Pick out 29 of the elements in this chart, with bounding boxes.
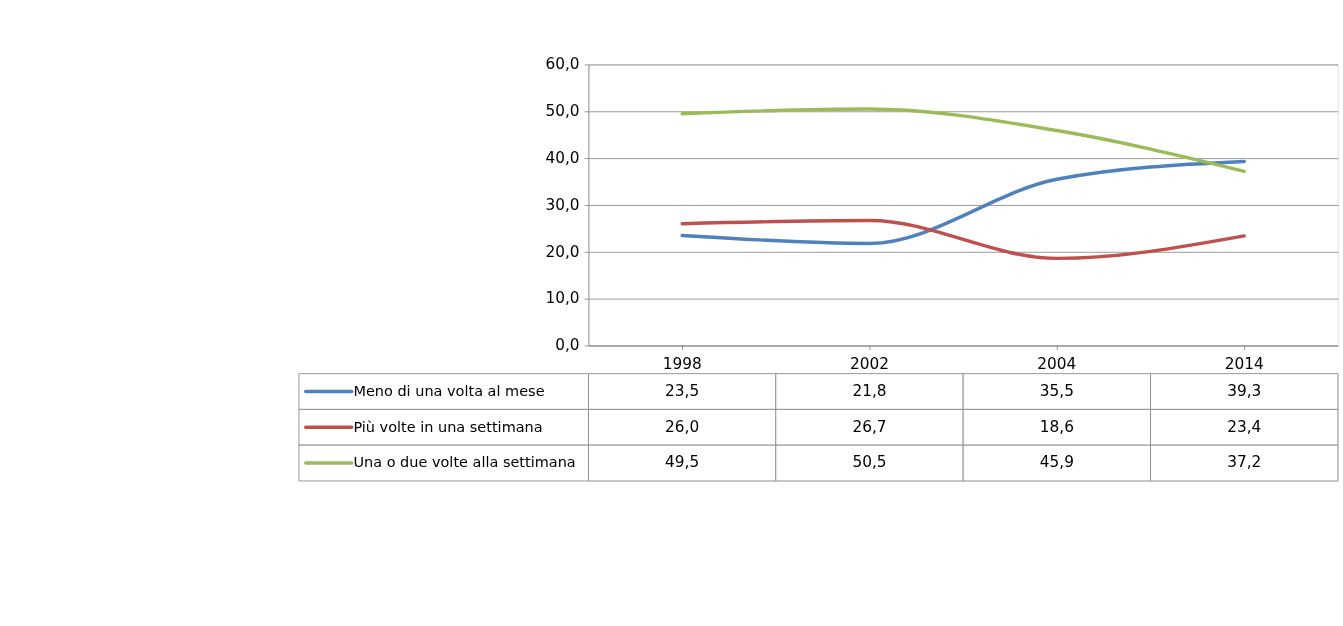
y-tick-label: 40,0 <box>545 148 580 167</box>
data-label: 45,9 <box>1039 453 1074 472</box>
data-label: 50,5 <box>852 453 887 472</box>
y-tick-label: 10,0 <box>545 289 580 308</box>
data-label: 26,0 <box>665 417 700 436</box>
data-label: 23,4 <box>1227 417 1262 436</box>
y-tick-label: 0,0 <box>555 336 580 355</box>
line-series <box>680 218 1246 261</box>
data-label: 35,5 <box>1039 381 1074 400</box>
legend-label: Una o due volte alla settimana <box>353 454 576 471</box>
data-label: 37,2 <box>1227 453 1262 472</box>
x-tick-label: 2014 <box>1224 354 1264 373</box>
data-label: 18,6 <box>1039 417 1074 436</box>
x-tick-label: 1998 <box>662 354 702 373</box>
data-label: 26,7 <box>852 417 887 436</box>
data-label: 49,5 <box>665 453 700 472</box>
data-label: 39,3 <box>1227 381 1262 400</box>
y-tick-label: 50,0 <box>545 102 580 121</box>
line-series <box>680 107 1246 173</box>
legend-label: Più volte in una settimana <box>353 418 543 435</box>
legend-label: Meno di una volta al mese <box>353 382 545 399</box>
x-tick-label: 2002 <box>850 354 889 373</box>
y-tick-label: 30,0 <box>545 195 580 214</box>
y-tick-label: 20,0 <box>545 242 580 261</box>
data-label: 21,8 <box>852 381 887 400</box>
y-tick-label: 60,0 <box>545 55 580 74</box>
data-label: 23,5 <box>665 381 700 400</box>
x-tick-label: 2004 <box>1037 354 1077 373</box>
line-series <box>680 159 1246 246</box>
